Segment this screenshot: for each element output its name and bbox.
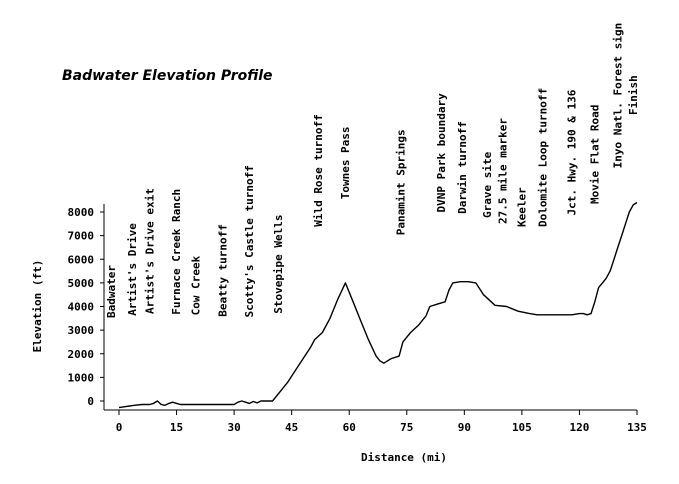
landmark-label: Beatty turnoff [216,224,229,317]
x-tick-label: 105 [512,421,532,434]
x-tick-label: 135 [627,421,647,434]
landmark-label: Scotty's Castle turnoff [243,165,256,317]
landmark-label: Artist's Drive [126,223,139,316]
landmark-label: Grave site [481,151,494,218]
landmark-label: Panamint Springs [395,129,408,235]
y-tick-label: 5000 [68,277,95,290]
landmark-label: 27.5 mile marker [496,118,509,224]
x-tick-label: 0 [116,421,123,434]
chart-title: Badwater Elevation Profile [62,68,273,84]
x-axis-ticks: 0 15 30 45 60 75 90 105 120 135 [116,410,647,434]
x-tick-label: 45 [285,421,298,434]
landmark-label: Wild Rose turnoff [312,114,325,227]
landmark-label: Stovepipe Wells [272,214,285,313]
x-tick-label: 90 [458,421,471,434]
x-tick-label: 120 [570,421,590,434]
landmark-label: Inyo Natl. Forest sign [612,23,625,169]
x-axis-label: Distance (mi) [361,451,447,464]
landmark-label: Furnace Creek Ranch [170,189,183,315]
y-tick-label: 0 [87,395,94,408]
x-tick-label: 60 [343,421,356,434]
landmark-labels: Badwater Artist's Drive Artist's Drive exi… [105,23,640,318]
landmark-label: Jct. Hwy. 190 & 136 [565,89,578,215]
elevation-profile-line [118,201,638,409]
y-tick-label: 8000 [68,206,95,219]
x-tick-label: 75 [400,421,413,434]
landmark-label: Dolomite Loop turnoff [537,88,550,227]
landmark-label: Keeler [516,187,529,227]
landmark-label: Townes Pass [339,126,352,199]
y-tick-label: 7000 [68,230,95,243]
x-tick-label: 30 [227,421,240,434]
landmark-label: Artist's Drive exit [143,188,156,314]
landmark-label: Movie Flat Road [589,105,602,204]
landmark-label: DVNP Park boundary [435,93,448,213]
y-tick-label: 2000 [68,348,95,361]
landmark-label: Darwin turnoff [456,121,469,214]
landmark-label: Finish [627,75,640,115]
y-tick-label: 6000 [68,253,95,266]
y-tick-label: 1000 [68,371,95,384]
y-axis-ticks: 0 1000 2000 3000 4000 5000 6000 7000 8000 [68,206,104,408]
landmark-label: Cow Creek [189,255,202,315]
y-tick-label: 4000 [68,301,95,314]
y-tick-label: 3000 [68,324,95,337]
x-tick-label: 15 [170,421,183,434]
y-axis-label: Elevation (ft) [31,260,44,353]
landmark-label: Badwater [105,265,118,318]
